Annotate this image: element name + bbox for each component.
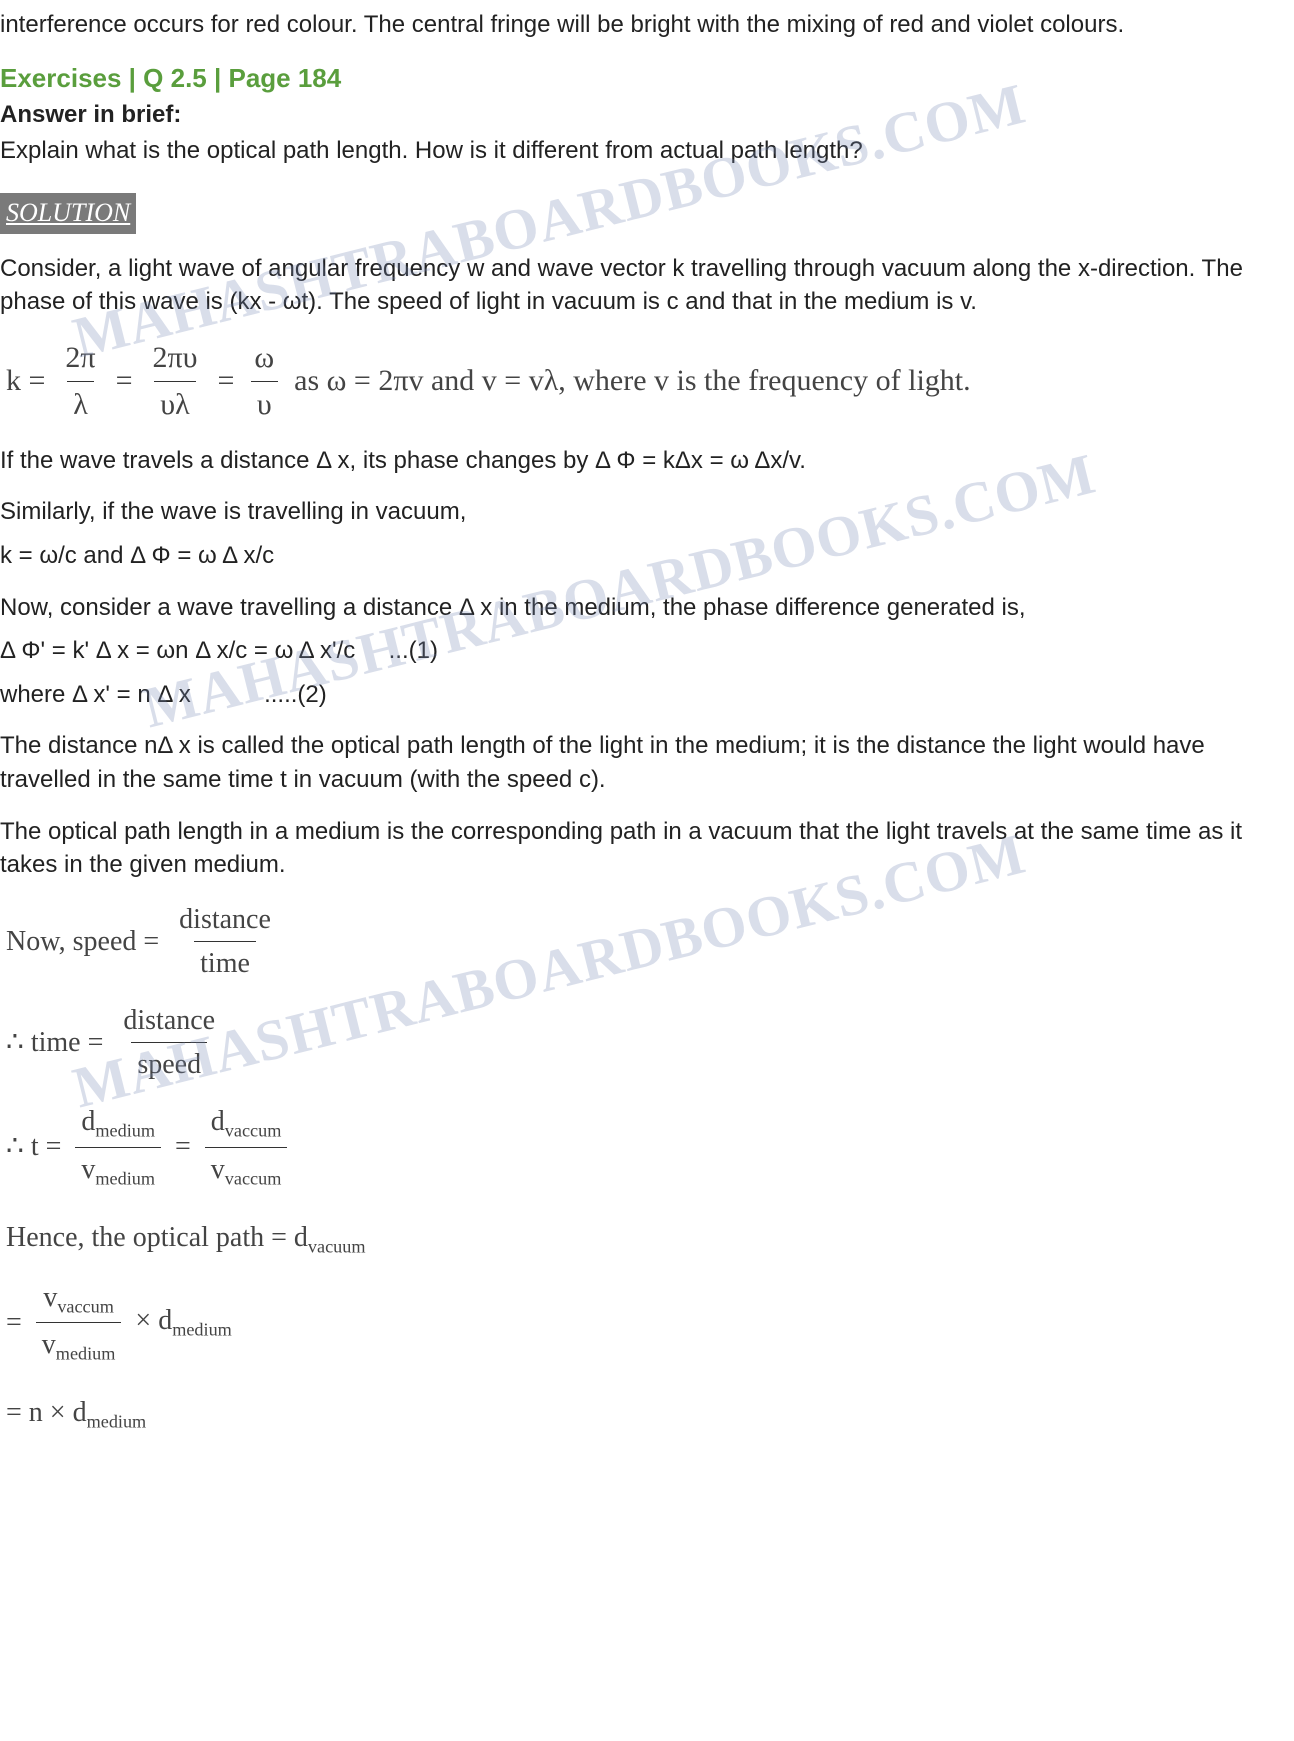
solution-paragraph: k = ω/c and Δ Φ = ω Δ x/c: [0, 539, 1284, 573]
solution-paragraph: Similarly, if the wave is travelling in …: [0, 495, 1284, 529]
equation-speed: Now, speed = distance time: [0, 900, 1284, 983]
equation-optical-path: Hence, the optical path = dvacuum: [0, 1218, 1284, 1260]
solution-badge: SOLUTION: [0, 193, 136, 233]
answer-brief-label: Answer in brief:: [0, 98, 1284, 132]
equation-k: k = 2π λ = 2πυ υλ = ω υ as ω = 2πv and v…: [0, 337, 1284, 426]
solution-paragraph: Now, consider a wave travelling a distan…: [0, 591, 1284, 625]
equation-optical-path-3: = n × dmedium: [0, 1393, 1284, 1435]
equation-time: ∴ time = distance speed: [0, 1001, 1284, 1084]
solution-paragraph: If the wave travels a distance Δ x, its …: [0, 444, 1284, 478]
solution-paragraph: The optical path length in a medium is t…: [0, 815, 1284, 882]
fraction: 2π λ: [59, 337, 101, 426]
question-text: Explain what is the optical path length.…: [0, 134, 1284, 168]
fraction: distance time: [173, 900, 277, 983]
fraction: dvaccum vvaccum: [205, 1102, 288, 1191]
equation-optical-path-2: = vvaccum vmedium × dmedium: [0, 1278, 1284, 1367]
fraction: vvaccum vmedium: [36, 1278, 122, 1367]
eq-lead: k =: [6, 360, 45, 402]
solution-paragraph: Δ Φ' = k' Δ x = ωn Δ x/c = ω Δ x'/c ...(…: [0, 634, 1284, 668]
equation-t: ∴ t = dmedium vmedium = dvaccum vvaccum: [0, 1102, 1284, 1191]
exercise-header: Exercises | Q 2.5 | Page 184: [0, 60, 1284, 96]
eq-tail: as ω = 2πv and v = vλ, where v is the fr…: [294, 360, 970, 402]
solution-paragraph: Consider, a light wave of angular freque…: [0, 252, 1284, 319]
solution-paragraph: where Δ x' = n Δ x .....(2): [0, 678, 1284, 712]
fraction: ω υ: [248, 337, 280, 426]
solution-paragraph: The distance nΔ x is called the optical …: [0, 729, 1284, 796]
fraction: distance speed: [117, 1001, 221, 1084]
intro-paragraph: interference occurs for red colour. The …: [0, 8, 1284, 42]
fraction: dmedium vmedium: [75, 1102, 161, 1191]
fraction: 2πυ υλ: [147, 337, 204, 426]
